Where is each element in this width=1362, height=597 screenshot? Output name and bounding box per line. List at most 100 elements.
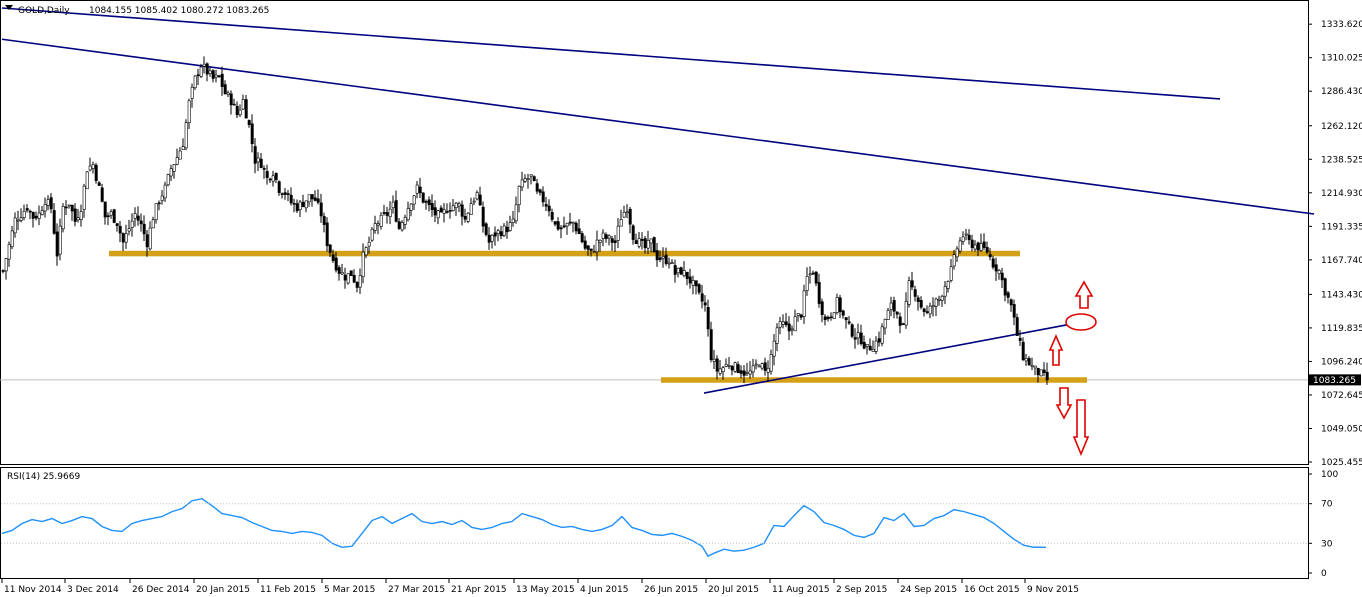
bull-candle <box>304 200 308 209</box>
rsi-pane-frame <box>0 467 1309 579</box>
bull-candle <box>7 244 11 260</box>
bear-candle <box>742 370 746 376</box>
bull-candle <box>466 212 470 222</box>
bull-candle <box>367 242 371 247</box>
rsi-tick-label: 70 <box>1321 500 1333 510</box>
bull-candle <box>379 214 383 227</box>
bear-candle <box>343 274 347 281</box>
current-price-value: 1083.265 <box>1313 376 1356 386</box>
bear-candle <box>925 311 929 313</box>
bull-candle <box>82 185 86 210</box>
bull-candle <box>256 157 260 163</box>
bull-candle <box>214 74 218 78</box>
price-tick-label: 1214.930 <box>1321 189 1362 199</box>
bull-candle <box>835 297 839 313</box>
bull-candle <box>361 251 365 277</box>
bear-candle <box>253 146 257 164</box>
bear-candle <box>559 227 563 230</box>
bull-candle <box>307 194 311 203</box>
bull-candle <box>88 165 92 171</box>
time-tick-label: 20 Jan 2015 <box>196 585 250 595</box>
bear-candle <box>910 280 914 288</box>
bear-candle <box>706 306 710 330</box>
bear-candle <box>310 194 314 200</box>
time-axis: 11 Nov 2014 3 Dec 2014 26 Dec 2014 20 Jan 2… <box>1 578 1079 595</box>
bear-candle <box>850 324 854 337</box>
bear-candle <box>349 270 353 277</box>
bull-candle <box>733 362 737 372</box>
time-tick-label: 24 Sep 2015 <box>900 585 957 595</box>
bear-candle <box>274 172 278 180</box>
bear-candle <box>478 194 482 206</box>
bear-candle <box>1012 304 1016 318</box>
bear-candle <box>259 158 263 168</box>
bull-candle <box>676 267 680 274</box>
bull-candle <box>529 174 533 177</box>
bear-candle <box>787 323 791 332</box>
bear-candle <box>295 203 299 212</box>
bear-candle <box>730 366 734 371</box>
dropdown-triangle-icon[interactable] <box>5 5 13 10</box>
bear-candle <box>988 254 992 258</box>
bear-candle <box>487 234 491 243</box>
bear-candle <box>853 337 857 340</box>
bull-candle <box>691 280 695 286</box>
bear-candle <box>814 271 818 284</box>
bull-candle <box>757 365 761 368</box>
bull-candle <box>904 301 908 326</box>
bear-candle <box>985 247 989 253</box>
bull-candle <box>997 270 1001 275</box>
bull-candle <box>373 223 377 231</box>
bear-candle <box>694 280 698 287</box>
bear-candle <box>355 281 359 288</box>
bear-candle <box>499 231 503 237</box>
bull-candle <box>151 219 155 229</box>
bear-candle <box>1015 317 1019 336</box>
bull-candle <box>475 192 479 200</box>
bear-candle <box>73 208 77 222</box>
bear-candle <box>268 178 272 181</box>
bear-candle <box>673 265 677 275</box>
bear-candle <box>217 75 221 78</box>
bull-candle <box>172 164 176 172</box>
bear-candle <box>994 264 998 272</box>
bear-candle <box>859 332 863 345</box>
bull-candle <box>169 168 173 177</box>
bull-candle <box>154 203 158 221</box>
support-band <box>109 250 1020 257</box>
bull-candle <box>130 220 134 228</box>
bull-candle <box>601 232 605 239</box>
bear-candle <box>394 200 398 222</box>
bear-candle <box>97 182 101 186</box>
bull-candle <box>622 211 626 218</box>
bear-candle <box>328 244 332 253</box>
price-tick-label: 1262.120 <box>1321 122 1362 132</box>
bull-candle <box>472 200 476 203</box>
bear-candle <box>265 171 269 178</box>
bear-candle <box>1045 371 1049 381</box>
bull-candle <box>46 199 50 206</box>
bear-candle <box>838 297 842 313</box>
bear-candle <box>823 316 827 320</box>
bear-candle <box>826 316 830 320</box>
bull-candle <box>346 273 350 284</box>
bear-candle <box>628 208 632 225</box>
bear-candle <box>697 284 701 293</box>
bear-candle <box>784 321 788 325</box>
bear-candle <box>382 212 386 214</box>
bear-candle <box>913 289 917 297</box>
bear-candle <box>604 234 608 239</box>
bull-candle <box>964 233 968 236</box>
bear-candle <box>262 168 266 170</box>
bull-candle <box>40 210 44 215</box>
bull-candle <box>190 86 194 99</box>
bear-candle <box>568 221 572 224</box>
bull-candle <box>931 305 935 308</box>
bull-candle <box>619 219 623 227</box>
bear-candle <box>385 212 389 216</box>
bear-candle <box>919 300 923 308</box>
bull-candle <box>772 340 776 357</box>
bull-candle <box>271 175 275 182</box>
bear-candle <box>235 105 239 116</box>
